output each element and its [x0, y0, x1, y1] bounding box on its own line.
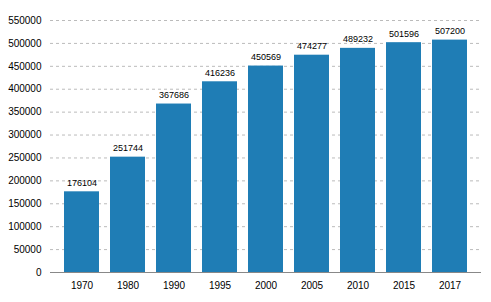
- svg-text:501596: 501596: [389, 29, 419, 39]
- svg-text:1995: 1995: [209, 280, 232, 291]
- svg-text:474277: 474277: [297, 41, 327, 51]
- svg-text:1980: 1980: [117, 280, 140, 291]
- svg-text:350000: 350000: [8, 106, 42, 117]
- svg-text:489232: 489232: [343, 34, 373, 44]
- svg-text:0: 0: [36, 267, 42, 278]
- svg-text:507200: 507200: [435, 26, 465, 36]
- svg-text:100000: 100000: [8, 221, 42, 232]
- svg-text:50000: 50000: [14, 244, 42, 255]
- svg-text:2017: 2017: [439, 280, 462, 291]
- svg-text:2015: 2015: [393, 280, 416, 291]
- svg-text:367686: 367686: [159, 90, 189, 100]
- svg-text:300000: 300000: [8, 129, 42, 140]
- svg-text:200000: 200000: [8, 175, 42, 186]
- svg-text:1990: 1990: [163, 280, 186, 291]
- svg-text:400000: 400000: [8, 83, 42, 94]
- svg-text:251744: 251744: [113, 143, 143, 153]
- svg-text:416236: 416236: [205, 68, 235, 78]
- svg-text:2005: 2005: [301, 280, 324, 291]
- svg-text:550000: 550000: [8, 15, 42, 26]
- svg-text:150000: 150000: [8, 198, 42, 209]
- svg-text:450000: 450000: [8, 61, 42, 72]
- svg-text:2000: 2000: [255, 280, 278, 291]
- svg-text:1970: 1970: [71, 280, 94, 291]
- svg-text:500000: 500000: [8, 38, 42, 49]
- svg-text:176104: 176104: [67, 178, 97, 188]
- svg-text:250000: 250000: [8, 152, 42, 163]
- svg-text:450569: 450569: [251, 52, 281, 62]
- svg-text:2010: 2010: [347, 280, 370, 291]
